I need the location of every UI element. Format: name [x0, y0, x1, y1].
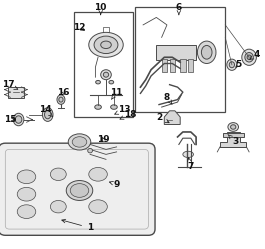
Text: 11: 11 — [110, 88, 123, 99]
Ellipse shape — [42, 108, 53, 121]
Bar — [170, 59, 175, 72]
Ellipse shape — [88, 148, 92, 153]
Ellipse shape — [94, 36, 118, 54]
Bar — [162, 59, 167, 72]
Text: 15: 15 — [4, 115, 17, 124]
Ellipse shape — [68, 134, 91, 150]
Bar — [188, 59, 193, 72]
Text: 19: 19 — [97, 135, 110, 144]
Ellipse shape — [242, 49, 256, 65]
Ellipse shape — [45, 110, 51, 119]
Text: 17: 17 — [2, 80, 18, 89]
Ellipse shape — [231, 125, 236, 129]
Ellipse shape — [101, 70, 111, 80]
Ellipse shape — [72, 137, 87, 147]
Ellipse shape — [95, 105, 101, 109]
Bar — [135, 7, 225, 112]
Text: 7: 7 — [188, 158, 194, 171]
Ellipse shape — [13, 113, 24, 126]
Ellipse shape — [50, 168, 66, 181]
Ellipse shape — [70, 184, 89, 197]
Text: 6: 6 — [176, 3, 182, 15]
Bar — [180, 59, 186, 72]
Ellipse shape — [89, 200, 107, 214]
Ellipse shape — [111, 105, 117, 109]
Ellipse shape — [59, 97, 63, 102]
Ellipse shape — [247, 55, 251, 60]
Text: 8: 8 — [164, 93, 172, 104]
Text: 14: 14 — [39, 105, 53, 117]
Ellipse shape — [228, 123, 238, 131]
Ellipse shape — [227, 59, 237, 70]
Text: 3: 3 — [228, 134, 239, 146]
Polygon shape — [220, 132, 246, 147]
Ellipse shape — [197, 41, 216, 63]
Ellipse shape — [101, 41, 111, 49]
Text: 10: 10 — [95, 3, 107, 15]
Text: 12: 12 — [73, 23, 86, 32]
Text: 16: 16 — [57, 88, 70, 97]
Text: 4: 4 — [250, 50, 260, 59]
Ellipse shape — [103, 72, 109, 77]
Ellipse shape — [96, 80, 100, 84]
Ellipse shape — [66, 181, 93, 200]
FancyBboxPatch shape — [0, 143, 155, 235]
Ellipse shape — [229, 62, 235, 68]
Polygon shape — [164, 111, 180, 124]
Ellipse shape — [201, 45, 212, 59]
Text: 9: 9 — [109, 180, 120, 189]
Ellipse shape — [109, 80, 114, 84]
Text: 1: 1 — [62, 219, 93, 232]
Ellipse shape — [50, 200, 66, 213]
Text: 13: 13 — [115, 105, 131, 114]
Ellipse shape — [15, 116, 22, 123]
Bar — [223, 133, 244, 137]
Bar — [156, 45, 196, 60]
Text: 2: 2 — [156, 113, 169, 123]
Ellipse shape — [17, 205, 36, 219]
Text: 18: 18 — [120, 110, 136, 119]
Ellipse shape — [17, 187, 36, 201]
Ellipse shape — [57, 95, 65, 104]
Ellipse shape — [245, 53, 253, 62]
Text: 5: 5 — [235, 60, 242, 69]
Ellipse shape — [89, 32, 123, 57]
Bar — [8, 87, 24, 98]
Ellipse shape — [89, 168, 107, 181]
Ellipse shape — [17, 170, 36, 184]
Bar — [74, 12, 132, 117]
Ellipse shape — [183, 151, 193, 157]
